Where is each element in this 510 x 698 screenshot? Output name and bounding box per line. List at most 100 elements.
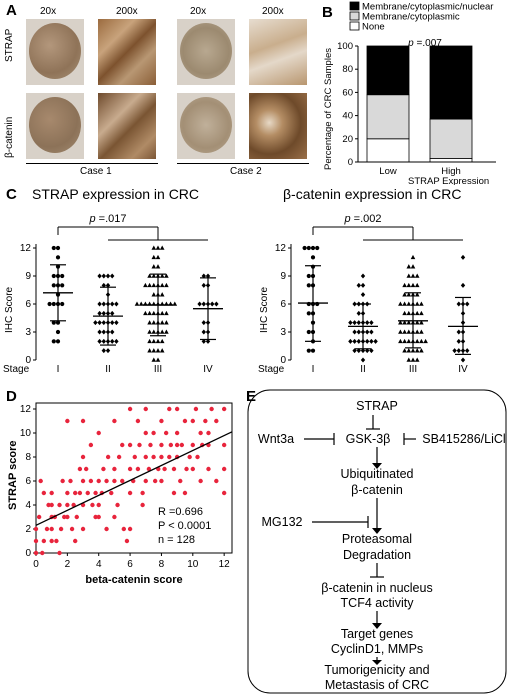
chart-c2-point-2-45 <box>406 348 412 353</box>
chart-c2-point-0-0 <box>310 245 316 251</box>
chart-c1-point-2-16 <box>164 282 169 288</box>
bcatenin-chart-title: β-catenin expression in CRC <box>283 186 462 202</box>
case2-label: Case 2 <box>230 166 262 177</box>
d-point-103 <box>221 406 227 412</box>
chart-c1-point-2-8 <box>151 273 157 278</box>
legend-label-1: Membrane/cytoplasmic <box>362 12 460 23</box>
chart-c1-point-1-8 <box>101 301 106 307</box>
d-xlabel: beta-catenin score <box>85 574 182 586</box>
chart-c1-point-3-7 <box>197 301 202 307</box>
d-point-95 <box>203 418 208 424</box>
ihc-image-case1-strap-20x <box>26 19 84 85</box>
chart-c2-point-2-35 <box>419 329 424 334</box>
chart-c2-point-2-49 <box>410 357 416 362</box>
chart-c1-point-2-39 <box>159 320 165 325</box>
d-point-83 <box>178 478 183 484</box>
d-point-88 <box>190 442 195 448</box>
d-point-6 <box>41 538 47 544</box>
chart-c2-ytick-label-4: 12 <box>275 243 287 254</box>
panel-b-pvalue: p =.007 <box>407 38 442 49</box>
d-point-80 <box>174 430 180 436</box>
chart-c1-point-2-15 <box>147 282 152 288</box>
chart-c2-point-0-17 <box>306 329 311 335</box>
chart-c1-point-2-9 <box>159 273 165 278</box>
d-point-85 <box>182 418 188 424</box>
d-ytick-label-4: 8 <box>25 452 31 463</box>
chart-c1-point-0-13 <box>60 301 65 307</box>
chart-c2-point-2-12 <box>414 292 420 297</box>
d-ylabel: STRAP score <box>7 441 19 511</box>
d-point-54 <box>127 490 133 496</box>
chart-c2-point-2-48 <box>419 348 424 353</box>
d-point-9 <box>49 538 54 544</box>
b-ytick-label-3: 60 <box>342 87 353 98</box>
pathway-frame <box>247 389 507 694</box>
chart-c1-point-3-14 <box>201 338 206 344</box>
panel-e-diagram: E STRAP Wnt3a GSK-3β SB415286/LiCl Ubiqu… <box>246 388 507 694</box>
chart-c2-point-2-0 <box>410 254 416 260</box>
chart-c2-point-2-43 <box>423 338 428 344</box>
d-ytick-label-5: 10 <box>20 428 32 439</box>
chart-c2-point-2-40 <box>402 338 407 344</box>
b-ytick-label-0: 0 <box>348 157 353 168</box>
d-point-23 <box>69 526 75 532</box>
chart-c2-point-2-22 <box>414 310 420 316</box>
chart-c1-point-2-56 <box>151 357 157 362</box>
chart-c1-point-2-50 <box>147 338 152 344</box>
chart-c1-point-2-4 <box>151 254 157 260</box>
d-point-36 <box>93 490 98 496</box>
d-point-67 <box>151 454 156 460</box>
chart-c2-point-2-1 <box>410 264 416 269</box>
d-xtick-label-0: 0 <box>33 559 39 570</box>
chart-c1-point-2-20 <box>159 292 165 297</box>
d-point-3 <box>36 514 42 520</box>
chart-c2-point-2-21 <box>406 310 412 316</box>
d-point-71 <box>159 442 164 448</box>
chart-c2-point-3-4 <box>465 301 470 307</box>
d-point-0 <box>33 526 39 532</box>
b-xlabel: STRAP Expression <box>408 176 489 185</box>
chart-c2-point-2-13 <box>402 292 407 297</box>
chart-c2-point-1-15 <box>348 320 353 326</box>
chart-c2-point-1-2 <box>356 282 361 288</box>
d-point-53 <box>127 466 133 472</box>
d-point-62 <box>143 478 148 484</box>
chart-c2-point-2-41 <box>419 338 424 344</box>
chart-c2-point-1-9 <box>356 310 361 316</box>
d-stat-0: R =0.696 <box>158 506 203 518</box>
d-point-22 <box>68 478 73 484</box>
chart-c1-point-1-14 <box>110 310 115 316</box>
d-point-99 <box>214 478 219 484</box>
arrowhead-prot <box>372 528 382 534</box>
chart-c2-point-2-29 <box>419 320 424 325</box>
legend-swatch-0 <box>349 1 360 11</box>
chart-c2-point-3-3 <box>456 301 461 307</box>
bar-low-0 <box>366 138 410 163</box>
chart-c1-point-1-10 <box>97 301 102 307</box>
b-ytick-label-4: 80 <box>342 64 353 75</box>
chart-c1-point-2-1 <box>151 245 157 250</box>
ihc-image-case2-bcatenin-20x <box>177 93 235 159</box>
chart-c1-stage-1: II <box>105 364 111 375</box>
panel-a-letter: A <box>6 2 17 19</box>
d-point-51 <box>121 526 127 532</box>
chart-c2-point-2-9 <box>402 282 407 288</box>
chart-c2-point-1-24 <box>352 338 357 344</box>
d-point-98 <box>209 406 214 412</box>
d-point-27 <box>77 490 83 496</box>
chart-c2-point-2-11 <box>406 292 412 297</box>
d-point-102 <box>221 490 227 496</box>
bar-high-1 <box>429 118 473 159</box>
chart-c1-point-1-13 <box>101 310 106 316</box>
mag-label-1: 20x <box>40 6 57 17</box>
chart-c2-point-1-23 <box>365 338 370 344</box>
chart-c1-point-1-25 <box>97 329 102 335</box>
d-point-104 <box>65 418 70 424</box>
d-point-87 <box>187 454 192 460</box>
panel-d-chart: D 00 2 2 4 4 6 6 8 8 10 10 12 12 R =0.696 P < 0.0001 n … <box>6 388 233 586</box>
d-point-70 <box>159 454 164 460</box>
b-xtick-1: High <box>441 166 461 177</box>
chart-c1-point-1-2 <box>110 273 115 279</box>
chart-c2-point-3-8 <box>456 329 461 335</box>
d-point-30 <box>80 526 86 532</box>
